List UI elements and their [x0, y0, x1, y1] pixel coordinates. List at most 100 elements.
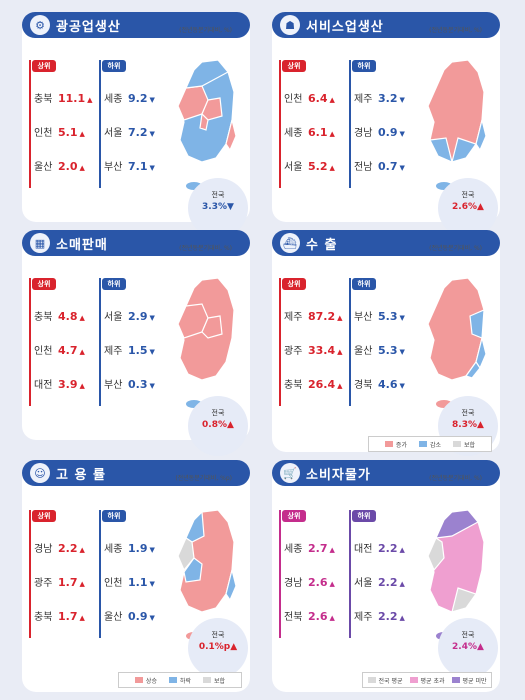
lower-row: 서울 7.2 ▼ [104, 124, 155, 139]
region-name: 경남 [354, 128, 373, 139]
upper-divider [29, 60, 31, 188]
upper-divider [279, 510, 281, 638]
up-arrow-icon: ▲ [227, 420, 234, 430]
region-value: 2.0 [58, 160, 78, 173]
upper-divider [279, 278, 281, 406]
card-unit: (전년동분기대비, %) [429, 27, 482, 34]
upper-row: 세종 2.7 ▲ [284, 540, 335, 555]
upper-row: 전북 2.6 ▲ [284, 608, 335, 623]
region-name: 울산 [104, 612, 123, 623]
lower-divider [349, 510, 351, 638]
down-arrow-icon: ▼ [399, 348, 405, 356]
region-name: 충북 [34, 312, 53, 323]
card-header: ☗ 서비스업생산 [272, 12, 500, 38]
lower-label: 하위 [352, 60, 376, 72]
down-arrow-icon: ▼ [149, 96, 155, 104]
map-legend: 전국 평균 평균 초과 평균 미만 [362, 672, 492, 688]
region-name: 광주 [34, 578, 53, 589]
korea-map [177, 277, 235, 408]
lower-divider [349, 278, 351, 406]
national-label: 전국 [461, 191, 475, 199]
region-name: 서울 [284, 162, 303, 173]
up-arrow-icon: ▲ [79, 314, 85, 322]
upper-label: 상위 [282, 60, 306, 72]
region-name: 세종 [104, 544, 123, 555]
up-arrow-icon: ▲ [337, 314, 343, 322]
national-badge: 전국 0.8%▲ [188, 396, 248, 456]
upper-label: 상위 [32, 60, 56, 72]
upper-label: 상위 [282, 278, 306, 290]
lower-row: 부산 5.3 ▼ [354, 308, 405, 323]
up-arrow-icon: ▲ [79, 580, 85, 588]
upper-row: 대전 3.9 ▲ [34, 376, 85, 391]
card-unit: (전년동분기대비, %) [179, 245, 232, 252]
region-value: 0.9 [378, 126, 398, 139]
card-title: 소비자물가 [306, 467, 371, 483]
up-arrow-icon: ▲ [79, 164, 85, 172]
card-retail-sales: ▦ 소매판매 (전년동분기대비, %) 상위 하위 충북 4.8 ▲ 인천 4.7 ▲ … [22, 230, 250, 456]
region-value: 5.2 [308, 160, 328, 173]
legend-item: 보합 [203, 676, 225, 685]
region-name: 충북 [284, 380, 303, 391]
region-name: 제주 [284, 312, 303, 323]
region-value: 9.2 [128, 92, 148, 105]
region-value: 0.9 [128, 610, 148, 623]
upper-row: 경남 2.6 ▲ [284, 574, 335, 589]
worker-icon: ☺ [30, 463, 50, 483]
national-value: 8.3%▲ [452, 420, 484, 430]
region-value: 1.1 [128, 576, 148, 589]
lower-row: 전남 0.7 ▼ [354, 158, 405, 173]
down-arrow-icon: ▼ [149, 546, 155, 554]
lower-row: 울산 0.9 ▼ [104, 608, 155, 623]
lower-row: 울산 5.3 ▼ [354, 342, 405, 357]
region-name: 인천 [34, 128, 53, 139]
region-name: 충북 [34, 612, 53, 623]
region-value: 1.7 [58, 576, 78, 589]
upper-row: 광주 1.7 ▲ [34, 574, 85, 589]
legend-item: 보합 [453, 440, 475, 449]
korea-map [177, 59, 237, 190]
national-label: 전국 [211, 191, 225, 199]
region-value: 5.3 [378, 310, 398, 323]
region-name: 대전 [34, 380, 53, 391]
region-name: 전남 [354, 162, 373, 173]
legend-item: 증가 [384, 440, 407, 449]
down-arrow-icon: ▼ [149, 382, 155, 390]
region-name: 세종 [284, 128, 303, 139]
region-name: 서울 [354, 578, 373, 589]
region-value: 33.4 [308, 344, 336, 357]
region-value: 2.2 [378, 610, 398, 623]
region-value: 2.6 [308, 610, 328, 623]
legend-item: 평균 초과 [409, 676, 445, 685]
region-name: 전북 [284, 612, 303, 623]
upper-row: 광주 33.4 ▲ [284, 342, 343, 357]
region-value: 7.2 [128, 126, 148, 139]
region-value: 5.3 [378, 344, 398, 357]
up-arrow-icon: ▲ [329, 130, 335, 138]
up-arrow-icon: ▲ [477, 202, 484, 212]
factory-icon: ⚙ [30, 15, 50, 35]
upper-row: 인천 4.7 ▲ [34, 342, 85, 357]
up-arrow-icon: ▲ [329, 614, 335, 622]
ship-icon: ⛴ [280, 233, 300, 253]
lower-label: 하위 [352, 510, 376, 522]
card-header: ⛴ 수 출 [272, 230, 500, 256]
up-arrow-icon: ▲ [329, 546, 335, 554]
legend-item: 상승 [134, 676, 157, 685]
lower-row: 대전 2.2 ▲ [354, 540, 405, 555]
up-arrow-icon: ▲ [477, 642, 484, 652]
region-value: 2.9 [128, 310, 148, 323]
map-legend: 증가 감소 보합 [368, 436, 492, 452]
card-title: 소매판매 [56, 237, 108, 253]
upper-row: 인천 5.1 ▲ [34, 124, 85, 139]
region-value: 3.2 [378, 92, 398, 105]
region-value: 6.1 [308, 126, 328, 139]
card-title: 고 용 률 [56, 467, 106, 483]
lower-divider [99, 510, 101, 638]
national-badge: 전국 2.4%▲ [438, 618, 498, 678]
national-label: 전국 [461, 631, 475, 639]
down-arrow-icon: ▼ [149, 314, 155, 322]
region-name: 울산 [34, 162, 53, 173]
upper-row: 인천 6.4 ▲ [284, 90, 335, 105]
region-name: 충북 [34, 94, 53, 105]
